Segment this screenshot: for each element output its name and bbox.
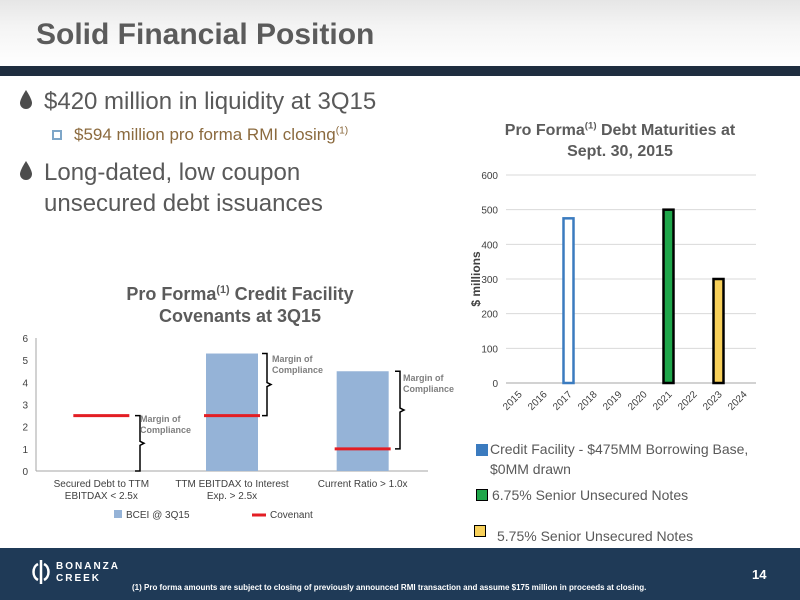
x-tick-label: 2018 [576,389,600,413]
y-tick-label: 6 [22,334,28,345]
margin-label: Margin of [140,414,181,424]
y-tick-label: 2 [22,423,28,434]
margin-bracket [262,352,273,417]
x-tick-label: 2020 [626,389,650,413]
x-tick-label: 2015 [501,389,525,413]
margin-label: Compliance [403,384,454,394]
margin-bracket [395,370,406,450]
x-category-label: EBITDAX < 2.5x [65,491,138,502]
y-tick-label: 0 [22,467,28,478]
y-tick-label: 400 [481,240,498,251]
square-bullet-icon [52,130,62,140]
x-tick-label: 2021 [651,389,675,413]
bullet-debt: Long-dated, low coupon [20,158,300,188]
legend-swatch-675-notes [476,489,488,501]
bonanza-creek-logo-icon [32,560,50,584]
sub-bullet-pro-forma: $594 million pro forma RMI closing(1) [52,124,348,146]
company-logo-text: BONANZA CREEK [56,561,120,584]
y-tick-label: 4 [22,378,28,389]
legend-swatch-bcei [114,510,122,518]
bar-bcei [336,371,389,471]
footer-bar [0,548,800,600]
legend-credit-facility: Credit Facility - $475MM Borrowing Base,… [490,441,749,477]
x-tick-label: 2022 [676,389,700,413]
footnote: (1) Pro forma amounts are subject to clo… [132,583,647,592]
maturities-chart-title: Pro Forma(1) Debt Maturities at Sept. 30… [504,120,736,160]
y-tick-label: 100 [481,344,498,355]
y-tick-label: 0 [492,379,498,390]
y-tick-label: 600 [481,171,498,182]
legend-covenant: Covenant [270,510,313,521]
bar-2017 [562,217,575,385]
bar-2023 [712,277,725,385]
legend-swatch-575-notes [474,525,486,537]
margin-label: Margin of [272,354,313,364]
title-divider [0,66,800,76]
x-tick-label: 2019 [601,389,625,413]
bullet-liquidity: $420 million in liquidity at 3Q15 [20,87,376,117]
x-category-label: Exp. > 2.5x [207,491,257,502]
x-tick-label: 2016 [526,389,550,413]
legend-swatch-credit-facility [476,444,488,456]
slide-title: Solid Financial Position [36,18,375,51]
title-bar [0,0,800,66]
bar-2021 [662,208,675,385]
margin-label: Compliance [272,365,323,375]
bullet-debt-line2: unsecured debt issuances [44,190,323,217]
x-category-label: TTM EBITDAX to Interest [175,479,289,490]
x-tick-label: 2024 [726,389,750,413]
legend-bcei: BCEI @ 3Q15 [126,510,190,521]
y-tick-label: 300 [481,275,498,286]
x-tick-label: 2017 [551,389,575,413]
y-axis-label: $ millions [469,251,483,307]
margin-bracket [135,414,146,472]
y-tick-label: 200 [481,310,498,321]
y-tick-label: 5 [22,356,28,367]
y-tick-label: 1 [22,445,28,456]
legend-575-notes: 5.75% Senior Unsecured Notes [497,528,694,544]
margin-label: Margin of [403,373,444,383]
page-number: 14 [752,567,767,582]
x-tick-label: 2023 [701,389,725,413]
margin-label: Compliance [140,425,191,435]
bar-bcei [206,353,258,471]
drop-bullet-icon [18,87,34,119]
x-category-label: Current Ratio > 1.0x [318,479,408,490]
y-tick-label: 3 [22,401,28,412]
y-tick-label: 500 [481,206,498,217]
x-category-label: Secured Debt to TTM [54,479,149,490]
covenants-chart-title: Pro Forma(1) Credit Facility Covenants a… [126,284,354,326]
drop-bullet-icon [18,158,34,190]
legend-675-notes: 6.75% Senior Unsecured Notes [492,487,689,503]
